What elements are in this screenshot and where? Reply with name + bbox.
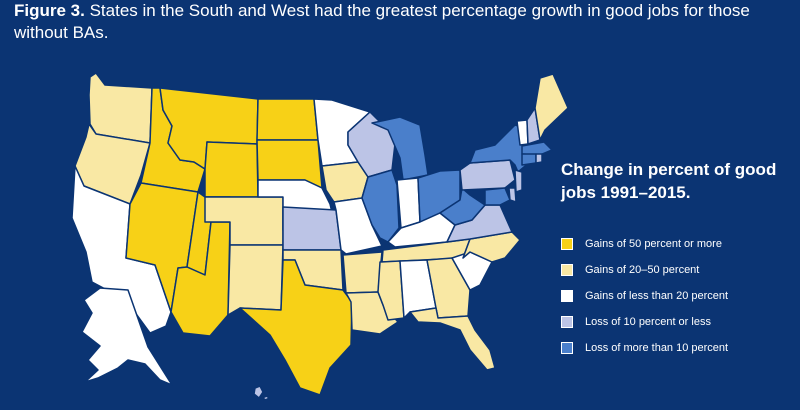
legend-label: Gains of 50 percent or more bbox=[585, 238, 722, 250]
legend-item-g20: Gains of 20–50 percent bbox=[561, 261, 791, 279]
legend-item-l10: Loss of 10 percent or less bbox=[561, 313, 791, 331]
state-KS bbox=[282, 206, 342, 251]
figure-label: Figure 3. bbox=[14, 1, 85, 20]
legend-item-g50: Gains of 50 percent or more bbox=[561, 235, 791, 253]
state-NM bbox=[227, 244, 284, 316]
state-TX bbox=[239, 259, 353, 396]
state-ME bbox=[534, 73, 569, 141]
figure-caption: States in the South and West had the gre… bbox=[14, 1, 750, 42]
legend-title: Change in percent of good jobs 1991–2015… bbox=[561, 160, 777, 202]
state-WA bbox=[88, 72, 153, 144]
state-AZ bbox=[170, 221, 231, 337]
state-HI bbox=[253, 385, 264, 399]
legend-label: Loss of more than 10 percent bbox=[585, 342, 729, 354]
legend-label: Gains of 20–50 percent bbox=[585, 264, 700, 276]
state-WY bbox=[204, 141, 259, 198]
state-WV bbox=[439, 187, 486, 226]
legend-label: Gains of less than 20 percent bbox=[585, 290, 729, 302]
state-IN bbox=[396, 177, 421, 229]
legend-swatch bbox=[561, 238, 573, 250]
state-NJ bbox=[514, 169, 523, 193]
state-MD bbox=[484, 187, 511, 206]
legend-swatch bbox=[561, 342, 573, 354]
legend-label: Loss of 10 percent or less bbox=[585, 316, 711, 328]
state-HI-island bbox=[263, 395, 269, 401]
state-AK bbox=[81, 287, 173, 386]
state-ND bbox=[256, 98, 319, 141]
legend-swatch bbox=[561, 290, 573, 302]
state-RI bbox=[535, 153, 543, 164]
figure-title: Figure 3. States in the South and West h… bbox=[14, 0, 784, 44]
legend-swatch bbox=[561, 316, 573, 328]
legend-swatch bbox=[561, 264, 573, 276]
state-AR bbox=[342, 251, 383, 294]
state-FL bbox=[409, 307, 496, 371]
state-CT bbox=[521, 153, 537, 166]
state-MA bbox=[521, 141, 553, 156]
map-legend: Change in percent of good jobs 1991–2015… bbox=[561, 158, 791, 365]
legend-item-glt20: Gains of less than 20 percent bbox=[561, 287, 791, 305]
state-PA bbox=[459, 159, 516, 191]
legend-item-lgt10: Loss of more than 10 percent bbox=[561, 339, 791, 357]
state-DE bbox=[508, 187, 517, 203]
